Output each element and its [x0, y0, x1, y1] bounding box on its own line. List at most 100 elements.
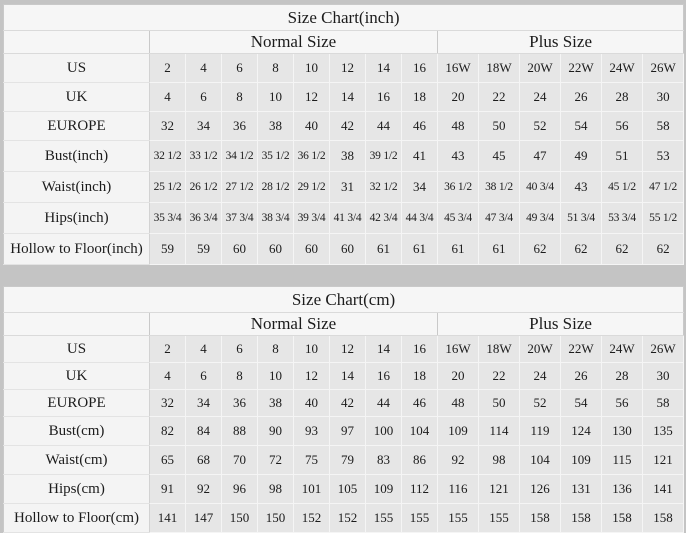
size-cell: 112: [401, 474, 438, 504]
table-row: Hollow to Floor(cm) 141 147 150 150 152 152 155…: [3, 503, 685, 533]
size-cell: 16: [365, 82, 402, 112]
table-title: Size Chart(inch): [3, 4, 684, 31]
size-cell: 24W: [601, 53, 643, 83]
size-cell: 28: [601, 82, 643, 112]
size-cell: 8: [257, 335, 294, 363]
size-cell: 43: [560, 171, 602, 203]
size-cell: 60: [329, 233, 366, 265]
column-group-normal: Normal Size: [149, 30, 438, 54]
size-cell: 90: [257, 416, 294, 446]
size-cell: 158: [519, 503, 561, 533]
table-row: Hips(cm) 91 92 96 98 101 105 109 112 116 121 126 131…: [3, 474, 685, 504]
size-cell: 49: [560, 140, 602, 172]
row-label: Waist(cm): [3, 445, 150, 475]
size-cell: 52: [519, 111, 561, 141]
size-cell: 14: [365, 53, 402, 83]
size-cell: 2: [149, 53, 186, 83]
size-cell: 114: [478, 416, 520, 446]
size-cell: 47: [519, 140, 561, 172]
size-cell: 20: [437, 82, 479, 112]
size-cell: 61: [478, 233, 520, 265]
size-cell: 92: [185, 474, 222, 504]
size-cell: 38: [329, 140, 366, 172]
size-cell: 20: [437, 362, 479, 390]
size-cell: 61: [365, 233, 402, 265]
size-cell: 54: [560, 389, 602, 417]
size-cell: 44: [365, 389, 402, 417]
size-cell: 141: [149, 503, 186, 533]
size-cell: 2: [149, 335, 186, 363]
size-cell: 155: [437, 503, 479, 533]
size-cell: 20W: [519, 53, 561, 83]
size-cell: 44: [365, 111, 402, 141]
table-row: Waist(inch) 25 1/2 26 1/2 27 1/2 28 1/2 29 1/…: [3, 171, 685, 203]
size-cell: 4: [149, 362, 186, 390]
size-cell: 62: [560, 233, 602, 265]
size-cell: 98: [478, 445, 520, 475]
size-cell: 47 3/4: [478, 202, 520, 234]
row-label: UK: [3, 362, 150, 390]
table-row: Bust(inch) 32 1/2 33 1/2 34 1/2 35 1/2 36 1/2…: [3, 140, 685, 172]
size-cell: 84: [185, 416, 222, 446]
size-cell: 92: [437, 445, 479, 475]
size-cell: 68: [185, 445, 222, 475]
size-chart-cm: Size Chart(cm) Normal Size Plus Size US 2…: [3, 286, 685, 533]
size-cell: 104: [401, 416, 438, 446]
size-cell: 16W: [437, 335, 479, 363]
size-cell: 14: [365, 335, 402, 363]
size-cell: 51 3/4: [560, 202, 602, 234]
size-cell: 32: [149, 389, 186, 417]
column-group-plus: Plus Size: [436, 30, 684, 54]
size-cell: 141: [641, 474, 685, 504]
size-cell: 10: [257, 82, 294, 112]
size-cell: 42: [329, 389, 366, 417]
size-cell: 30: [641, 362, 685, 390]
size-cell: 28 1/2: [257, 171, 294, 203]
size-cell: 150: [221, 503, 258, 533]
size-cell: 56: [601, 111, 643, 141]
size-cell: 44 3/4: [401, 202, 438, 234]
size-cell: 8: [221, 362, 258, 390]
size-cell: 119: [519, 416, 561, 446]
size-chart-inch: Size Chart(inch) Normal Size Plus Size U…: [3, 4, 685, 265]
size-cell: 58: [641, 111, 685, 141]
size-cell: 86: [401, 445, 438, 475]
size-cell: 109: [560, 445, 602, 475]
table-row: Bust(cm) 82 84 88 90 93 97 100 104 109 114 119 124 13…: [3, 416, 685, 446]
table-row: EUROPE 32 34 36 38 40 42 44 46 48 50 52 54 56 58: [3, 111, 685, 141]
size-cell: 61: [401, 233, 438, 265]
size-cell: 20W: [519, 335, 561, 363]
table-row: UK 4 6 8 10 12 14 16 18 20 22 24 26 28 30: [3, 82, 685, 112]
row-label: Waist(inch): [3, 171, 150, 203]
size-cell: 135: [641, 416, 685, 446]
size-cell: 79: [329, 445, 366, 475]
size-cell: 97: [329, 416, 366, 446]
size-cell: 58: [641, 389, 685, 417]
size-cell: 130: [601, 416, 643, 446]
size-cell: 38 3/4: [257, 202, 294, 234]
size-cell: 22W: [560, 335, 602, 363]
row-label: Hips(inch): [3, 202, 150, 234]
table-row: US 2 4 6 8 10 12 14 16 16W 18W 20W 22W 24W 26W: [3, 53, 685, 83]
size-cell: 70: [221, 445, 258, 475]
size-cell: 50: [478, 111, 520, 141]
size-cell: 29 1/2: [293, 171, 330, 203]
size-cell: 50: [478, 389, 520, 417]
size-cell: 72: [257, 445, 294, 475]
size-cell: 104: [519, 445, 561, 475]
size-cell: 28: [601, 362, 643, 390]
size-cell: 41 3/4: [329, 202, 366, 234]
size-cell: 40: [293, 389, 330, 417]
size-cell: 26: [560, 82, 602, 112]
size-cell: 12: [293, 82, 330, 112]
size-cell: 24W: [601, 335, 643, 363]
size-cell: 6: [185, 82, 222, 112]
size-chart-cm-table: Size Chart(cm) Normal Size Plus Size US 2…: [3, 286, 685, 533]
size-cell: 105: [329, 474, 366, 504]
size-cell: 158: [601, 503, 643, 533]
size-cell: 45 1/2: [601, 171, 643, 203]
size-cell: 38: [257, 111, 294, 141]
size-cell: 18W: [478, 335, 520, 363]
size-cell: 53 3/4: [601, 202, 643, 234]
size-cell: 16: [401, 335, 438, 363]
